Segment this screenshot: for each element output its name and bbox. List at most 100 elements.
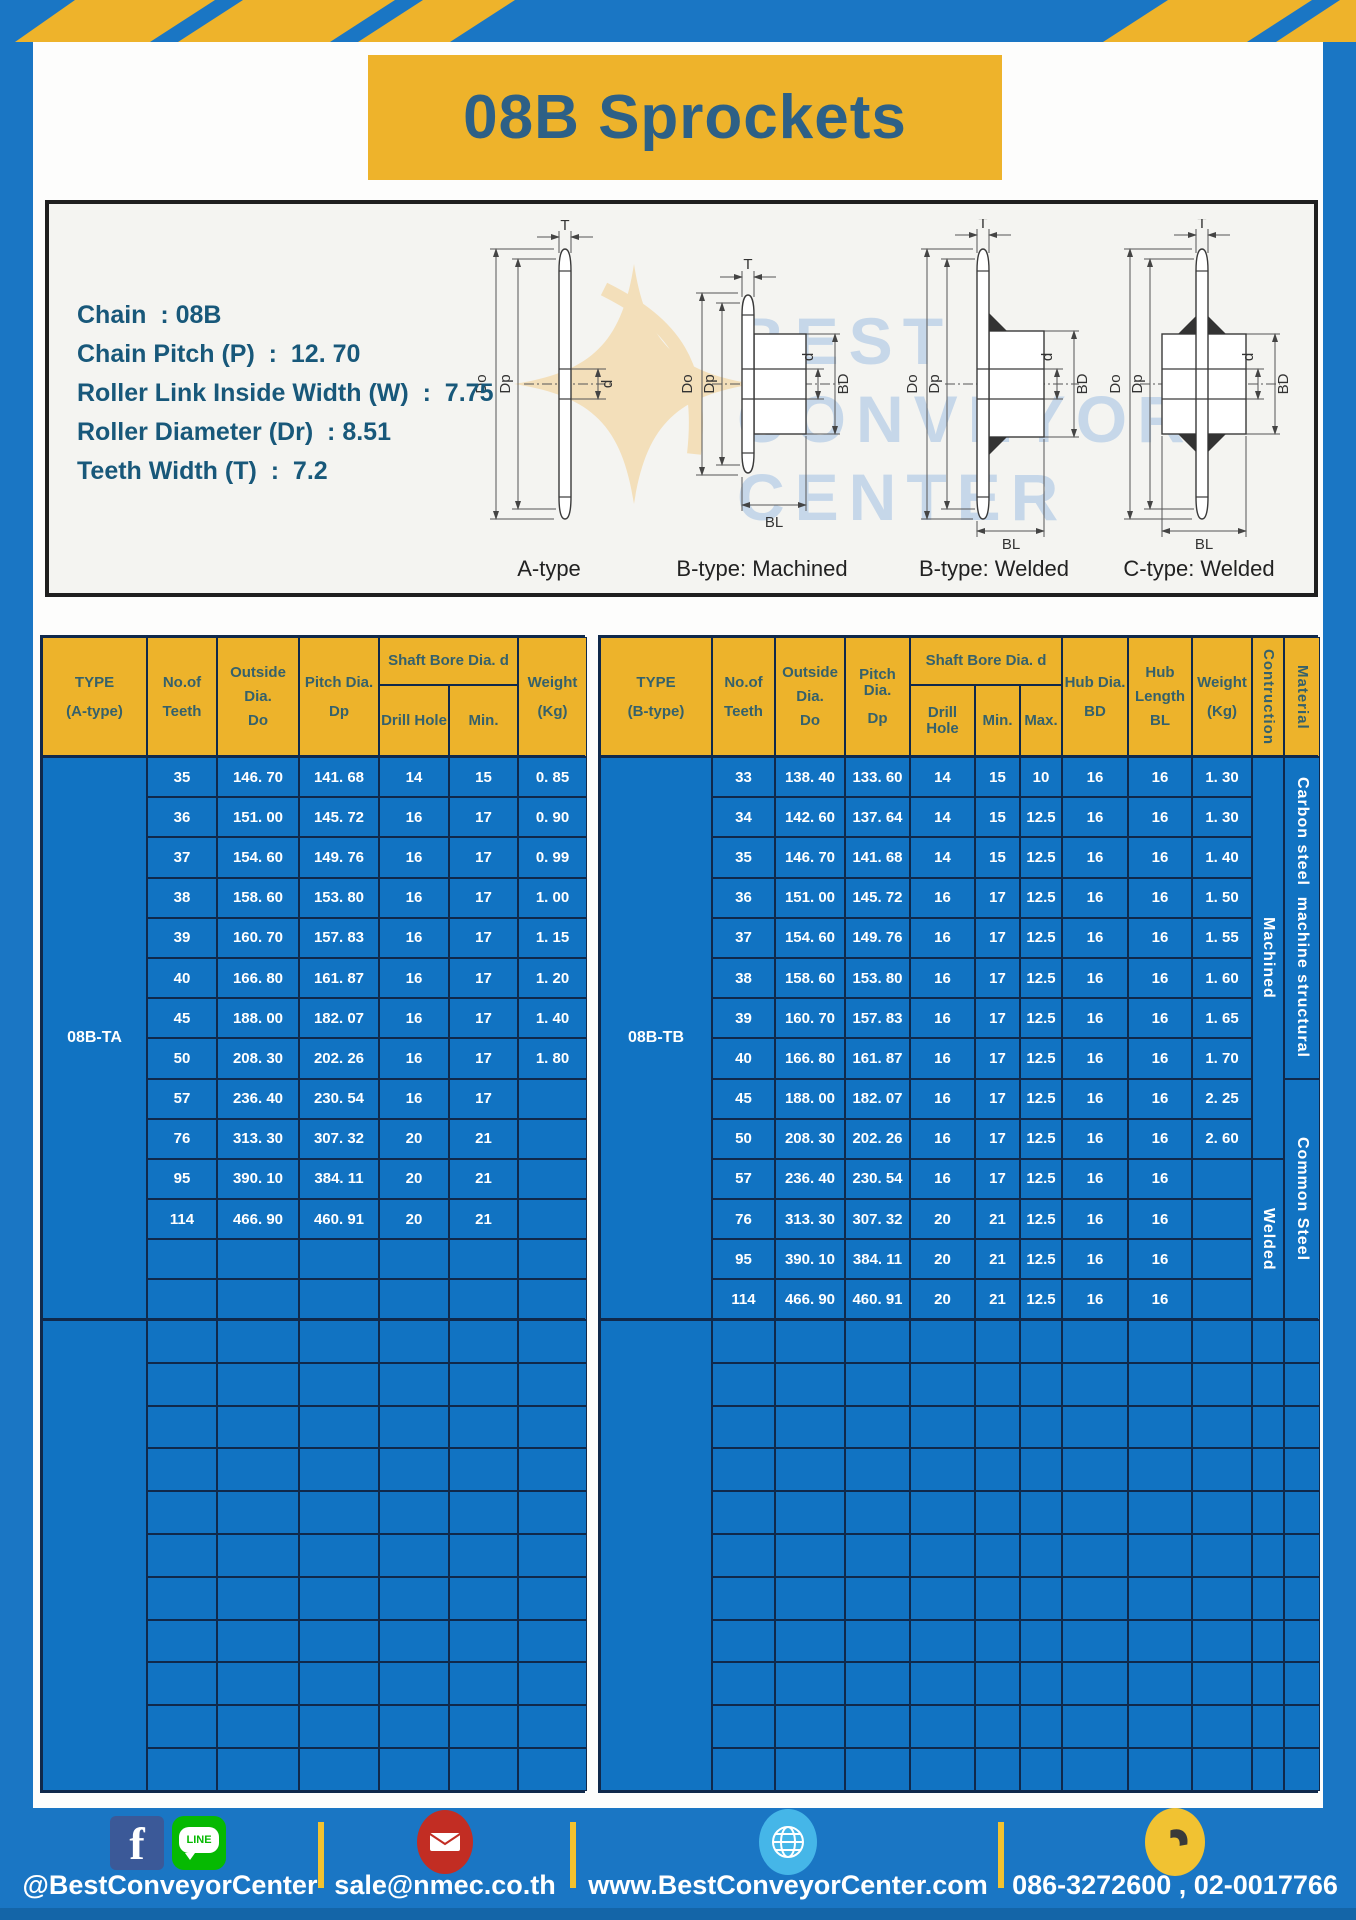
table-cell — [910, 1576, 975, 1620]
table-cell: 137. 64 — [845, 797, 910, 838]
table-cell — [1020, 1705, 1062, 1748]
table-cell — [217, 1705, 299, 1748]
table-cell — [1128, 1320, 1192, 1363]
table-cell: 16 — [1062, 1279, 1128, 1320]
table-cell — [299, 1405, 379, 1449]
table-cell: 16 — [1062, 757, 1128, 798]
table-cell — [1020, 1362, 1062, 1406]
table-cell: 0. 90 — [518, 797, 587, 838]
table-cell — [975, 1662, 1020, 1706]
table-cell — [712, 1705, 775, 1748]
table-cell — [1128, 1533, 1192, 1577]
table-cell: 1. 55 — [1192, 917, 1252, 958]
table-cell — [518, 1158, 587, 1200]
table-cell: 202. 26 — [845, 1118, 910, 1159]
table-cell — [449, 1705, 518, 1748]
table-cell: 16 — [1062, 998, 1128, 1039]
table-cell — [775, 1491, 845, 1534]
dim-label-t: T — [1197, 219, 1206, 232]
table-cell: 16 — [1062, 877, 1128, 918]
table-cell: 460. 91 — [845, 1279, 910, 1320]
col-header-pitch-dia: Pitch Dia. Dp — [845, 637, 910, 757]
table-cell — [1020, 1747, 1062, 1791]
table-cell: 12.5 — [1020, 1158, 1062, 1200]
table-cell: 16 — [1062, 1078, 1128, 1119]
table-cell: 149. 76 — [299, 837, 379, 878]
col-header-type: TYPE (B-type) — [600, 637, 712, 757]
table-cell: 17 — [975, 1038, 1020, 1079]
table-cell: 208. 30 — [775, 1118, 845, 1159]
table-cell: 16 — [910, 1118, 975, 1159]
table-cell: 37 — [712, 917, 775, 958]
table-cell: 1. 30 — [1192, 797, 1252, 838]
table-cell: 17 — [975, 1158, 1020, 1200]
table-cell — [449, 1320, 518, 1363]
table-cell — [1252, 1491, 1284, 1534]
table-cell — [217, 1533, 299, 1577]
table-cell — [1020, 1619, 1062, 1663]
table-cell — [1252, 1619, 1284, 1663]
table-cell — [975, 1533, 1020, 1577]
table-cell — [1252, 1576, 1284, 1620]
dim-label-bd: BD — [1074, 373, 1089, 394]
dim-label-bl: BL — [1002, 536, 1020, 549]
footer-email-section: sale@nmec.co.th — [325, 1808, 565, 1920]
table-cell: 17 — [975, 998, 1020, 1039]
table-cell: 15 — [975, 837, 1020, 878]
table-cell — [775, 1362, 845, 1406]
table-cell — [217, 1747, 299, 1791]
table-cell — [1284, 1576, 1320, 1620]
table-cell — [1128, 1362, 1192, 1406]
table-cell: 16 — [1062, 1118, 1128, 1159]
table-cell — [449, 1448, 518, 1492]
table-cell — [712, 1619, 775, 1663]
table-cell — [1128, 1491, 1192, 1534]
col-header-min: Min. — [449, 685, 518, 757]
table-cell: 21 — [449, 1118, 518, 1159]
table-cell: 141. 68 — [299, 757, 379, 798]
table-cell: 160. 70 — [217, 917, 299, 958]
table-cell — [449, 1405, 518, 1449]
table-cell: 40 — [712, 1038, 775, 1079]
dim-label-bl: BL — [765, 514, 783, 531]
col-header-hub-dia: Hub Dia. BD — [1062, 637, 1128, 757]
table-cell: 16 — [1062, 957, 1128, 999]
table-cell — [1192, 1576, 1252, 1620]
table-cell — [217, 1279, 299, 1320]
globe-icon — [759, 1809, 817, 1875]
material-carbon-steel: Carbon steel machine structural — [1284, 757, 1320, 1079]
table-cell: 145. 72 — [299, 797, 379, 838]
table-cell: 138. 40 — [775, 757, 845, 798]
table-cell — [1062, 1619, 1128, 1663]
table-cell — [518, 1705, 587, 1748]
table-cell — [1192, 1405, 1252, 1449]
type-label-empty — [600, 1320, 712, 1791]
table-cell: 114 — [712, 1279, 775, 1320]
table-cell: 20 — [379, 1199, 449, 1240]
table-cell — [712, 1491, 775, 1534]
table-cell: 45 — [712, 1078, 775, 1119]
table-cell — [712, 1448, 775, 1492]
table-cell — [1284, 1533, 1320, 1577]
table-cell: 40 — [147, 957, 217, 999]
table-cell — [147, 1576, 217, 1620]
table-cell: 1. 20 — [518, 957, 587, 999]
table-cell — [449, 1491, 518, 1534]
table-cell — [775, 1576, 845, 1620]
table-cell: 16 — [910, 1038, 975, 1079]
table-cell — [299, 1362, 379, 1406]
table-cell — [1020, 1576, 1062, 1620]
table-cell — [1192, 1705, 1252, 1748]
table-cell — [910, 1405, 975, 1449]
table-cell — [449, 1533, 518, 1577]
table-cell — [845, 1448, 910, 1492]
table-cell — [712, 1747, 775, 1791]
table-cell: 146. 70 — [775, 837, 845, 878]
table-cell — [147, 1239, 217, 1280]
table-cell — [217, 1448, 299, 1492]
table-cell — [1284, 1448, 1320, 1492]
table-cell — [449, 1576, 518, 1620]
table-cell: 166. 80 — [775, 1038, 845, 1079]
table-cell — [975, 1705, 1020, 1748]
footer-social-section: f LINE @BestConveyorCenter — [20, 1808, 320, 1920]
